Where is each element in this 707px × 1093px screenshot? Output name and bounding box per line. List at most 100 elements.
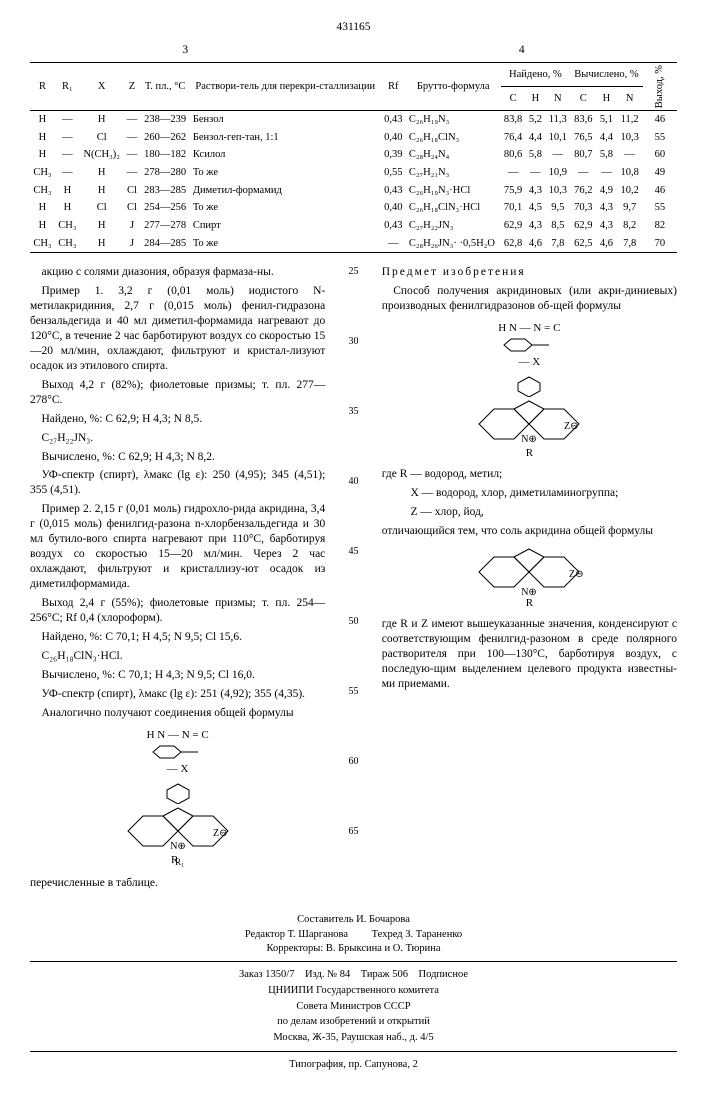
cell: 0,43: [381, 217, 406, 235]
cell: CH₃: [30, 235, 55, 253]
cell: 10,3: [545, 182, 570, 200]
footer-compiler: Составитель И. Бочарова: [30, 913, 677, 927]
table-row: CH₃—H—278—280То же0,55C₂₇H₂₁N₃——10,9——10…: [30, 164, 677, 182]
para: УФ-спектр (спирт), λмакс (lg ε): 250 (4,…: [30, 468, 325, 498]
cell: 4,3: [526, 217, 546, 235]
cell: 4,5: [526, 199, 546, 217]
cell: 82: [643, 217, 677, 235]
footer-org: по делам изобретений и открытий: [30, 1015, 677, 1029]
cell: Cl: [80, 129, 124, 147]
cell: 80,7: [570, 146, 596, 164]
cell: 0,40: [381, 199, 406, 217]
chem-r: R: [382, 597, 677, 609]
cell: —: [501, 164, 526, 182]
cell: 62,9: [570, 217, 596, 235]
cell: То же: [190, 199, 381, 217]
cell: 55: [643, 129, 677, 147]
footer-editor: Редактор Т. Шарганова: [245, 929, 348, 940]
cell: 76,4: [501, 129, 526, 147]
table-row: HCH₃HJ277—278Спирт0,43C₂₇H₂₂JN₃62,94,38,…: [30, 217, 677, 235]
cell: N(CH₃)₂: [80, 146, 124, 164]
cell: C₂₇H₂₁N₃: [406, 164, 501, 182]
table-row: H—H—238—239Бензол0,43C₂₆H₁₉N₃83,85,211,3…: [30, 111, 677, 129]
cell: —: [596, 164, 616, 182]
cell: H: [30, 199, 55, 217]
cell: 83,8: [501, 111, 526, 129]
para: отличающийся тем, что соль акридина обще…: [382, 524, 677, 539]
para: Аналогично получают соединения общей фор…: [30, 706, 325, 721]
cell: То же: [190, 164, 381, 182]
chem-top: H N — N = C: [498, 322, 560, 334]
cell: 8,5: [545, 217, 570, 235]
page-left: 3: [30, 43, 341, 58]
cell: 11,3: [545, 111, 570, 129]
cell: 46: [643, 182, 677, 200]
th-yield: Выход, %: [643, 62, 677, 110]
phenyl-icon: [163, 782, 193, 804]
th-x: X: [80, 62, 124, 110]
line-number: 40: [345, 475, 361, 545]
cell: 8,2: [617, 217, 643, 235]
para: Найдено, %: C 62,9; H 4,3; N 8,5.: [30, 412, 325, 427]
cell: 83,6: [570, 111, 596, 129]
svg-text:N⊕: N⊕: [522, 587, 538, 597]
cell: H: [30, 146, 55, 164]
cell: 7,8: [617, 235, 643, 253]
cell: —: [55, 111, 80, 129]
svg-text:Z⊖: Z⊖: [213, 828, 228, 839]
cell: 4,3: [526, 182, 546, 200]
chem-structure-3: N⊕ Z⊖ R: [382, 547, 677, 609]
text-columns: акцию с солями диазония, образуя фармаза…: [30, 265, 677, 894]
cell: 80,6: [501, 146, 526, 164]
th-solv: Раствори-тель для перекри-сталлизации: [190, 62, 381, 110]
section-title: Предмет изобретения: [382, 265, 677, 280]
cell: CH₃: [30, 182, 55, 200]
cell: 9,7: [617, 199, 643, 217]
cell: CH₃: [30, 164, 55, 182]
cell: H: [55, 199, 80, 217]
cell: 4,6: [596, 235, 616, 253]
para-where: где R — водород, метил;: [382, 467, 677, 482]
cell: 10,8: [617, 164, 643, 182]
cell: 277—278: [140, 217, 189, 235]
para: Найдено, %: C 70,1; H 4,5; N 9,5; Cl 15,…: [30, 630, 325, 645]
cell: 60: [643, 146, 677, 164]
cell: Бензол-геп-тан, 1:1: [190, 129, 381, 147]
footer-correctors: Корректоры: В. Брыксина и О. Тюрина: [267, 943, 441, 954]
cell: Диметил-формамид: [190, 182, 381, 200]
cell: Бензол: [190, 111, 381, 129]
cell: 4,6: [526, 235, 546, 253]
th-fc: C: [501, 86, 526, 110]
th-r1: R₁: [55, 62, 80, 110]
cell: C₂₆H₁₉N₃·HCl: [406, 182, 501, 200]
cell: H: [80, 235, 124, 253]
th-ch: H: [596, 86, 616, 110]
cell: Спирт: [190, 217, 381, 235]
cell: 10,1: [545, 129, 570, 147]
th-bf: Брутто-формула: [406, 62, 501, 110]
cell: 76,2: [570, 182, 596, 200]
phenyl-icon: [514, 375, 544, 397]
svg-text:Z⊖: Z⊖: [564, 421, 579, 432]
line-number: 65: [345, 825, 361, 895]
cell: H: [55, 182, 80, 200]
para-where: Z — хлор, йод,: [382, 505, 677, 520]
para: Выход 2,4 г (55%); фиолетовые призмы; т.…: [30, 596, 325, 626]
cell: 4,9: [596, 182, 616, 200]
cell: CH₃: [55, 235, 80, 253]
cell: 70,1: [501, 199, 526, 217]
footer-editors: Редактор Т. Шарганова Техред З. Тараненк…: [30, 928, 677, 955]
line-number: 55: [345, 685, 361, 755]
cell: 9,5: [545, 199, 570, 217]
cell: 4,4: [526, 129, 546, 147]
cell: H: [30, 111, 55, 129]
cell: H: [80, 111, 124, 129]
th-cn: N: [617, 86, 643, 110]
cell: 284—285: [140, 235, 189, 253]
cell: C₂₈H₂₆JN₃· ·0,5H₂O: [406, 235, 501, 253]
para: C₂₇H₂₂JN₃.: [30, 431, 325, 446]
para: Вычислено, %: C 70,1; H 4,3; N 9,5; Cl 1…: [30, 668, 325, 683]
cell: C₂₆H₁₈ClN₃: [406, 129, 501, 147]
chem-r1: R₁: [175, 857, 184, 867]
line-number: 35: [345, 405, 361, 475]
